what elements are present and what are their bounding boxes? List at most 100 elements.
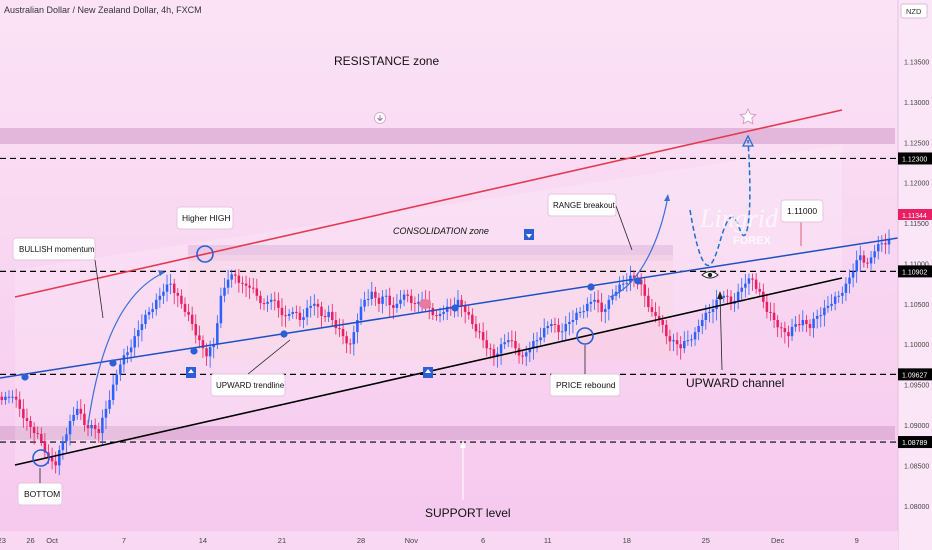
resistance-band — [0, 128, 895, 144]
candle-down — [323, 315, 327, 318]
candle-up — [830, 303, 833, 306]
candle-up — [223, 287, 226, 296]
candle-down — [32, 427, 36, 434]
candle-down — [262, 303, 266, 305]
channel-upper-line[interactable] — [14, 109, 843, 298]
candle-up — [790, 326, 794, 337]
candle-up — [621, 283, 625, 285]
price-tick-label: 1.12500 — [904, 140, 929, 147]
range-breakout-label: RANGE breakout — [553, 201, 616, 210]
candle-up — [4, 396, 7, 400]
candle-up — [302, 317, 305, 320]
candle-up — [144, 314, 147, 325]
candle-up — [618, 284, 621, 292]
candle-up — [697, 326, 700, 333]
chart-title: Australian Dollar / New Zealand Dollar, … — [4, 5, 202, 15]
currency-badge — [900, 3, 928, 19]
candle-up — [208, 347, 212, 357]
candle-up — [445, 306, 449, 312]
candle-down — [280, 307, 284, 316]
candle-down — [205, 348, 208, 357]
higher-high-callout[interactable]: Higher HIGH — [176, 206, 234, 230]
candle-up — [507, 340, 510, 343]
price-tick-label: 1.08000 — [904, 504, 929, 511]
candle-up — [578, 311, 582, 313]
candle-up — [90, 425, 93, 429]
candle-up — [169, 283, 172, 285]
candle-up — [11, 396, 14, 398]
candle-up — [72, 414, 75, 421]
upward-trendline[interactable] — [0, 237, 899, 379]
channel-pointer — [719, 292, 723, 371]
upward-trendline-callout[interactable]: UPWARD trendline — [210, 373, 286, 397]
candle-down — [776, 320, 779, 328]
bullish-momentum-callout[interactable]: BULLISH momentum — [12, 237, 96, 261]
candle-up — [550, 324, 553, 327]
candle-down — [244, 283, 248, 286]
upward-trendline-label: UPWARD trendline — [216, 381, 285, 390]
candle-up — [327, 311, 330, 318]
target-price-callout[interactable]: 1.11000 — [780, 199, 824, 223]
level-tag — [898, 436, 932, 449]
eye-pupil — [707, 272, 713, 278]
time-tick-label: 25 — [702, 536, 710, 545]
price-tick-label: 1.10500 — [904, 302, 929, 309]
candle-down — [751, 278, 754, 280]
candle-down — [50, 457, 54, 462]
current-price-label: 1.11344 — [902, 213, 927, 220]
candle-down — [762, 291, 765, 302]
time-tick-label: 21 — [278, 536, 286, 545]
candle-down — [54, 461, 57, 466]
candle-up — [524, 352, 528, 357]
candle-up — [844, 283, 848, 293]
time-tick-label: 14 — [199, 536, 207, 545]
candle-down — [374, 291, 377, 298]
price-rebound-callout[interactable]: PRICE rebound — [549, 373, 621, 397]
candle-up — [564, 324, 567, 332]
candle-down — [295, 311, 298, 313]
candle-up — [672, 340, 675, 342]
candle-up — [499, 344, 503, 354]
candle-up — [690, 339, 693, 341]
candle-up — [876, 244, 880, 252]
higher-high-marker — [196, 245, 214, 263]
candle-up — [851, 271, 855, 278]
candle-up — [546, 326, 550, 329]
price-tick-label: 1.10000 — [904, 342, 929, 349]
candle-up — [855, 260, 858, 272]
candle-up — [313, 303, 316, 306]
candle-down — [679, 344, 682, 349]
candle-up — [108, 399, 111, 409]
candle-up — [395, 303, 399, 308]
candle-up — [693, 332, 697, 340]
candle-down — [284, 315, 287, 317]
candle-up — [399, 299, 402, 304]
candle-down — [241, 282, 244, 284]
time-tick-label: 7 — [122, 536, 126, 545]
currency-label: NZD — [906, 7, 922, 16]
candle-down — [866, 262, 869, 264]
candle-up — [589, 301, 593, 304]
time-axis[interactable] — [0, 531, 898, 550]
candle-up — [686, 340, 690, 342]
candle-up — [582, 311, 585, 313]
candle-up — [119, 364, 122, 375]
candle-up — [352, 332, 356, 345]
candle-down — [298, 312, 302, 320]
candle-down — [805, 320, 808, 325]
candle-up — [496, 353, 499, 357]
candle-up — [568, 322, 571, 325]
range-breakout-callout[interactable]: RANGE breakout — [547, 193, 617, 217]
candle-up — [226, 279, 230, 288]
candle-up — [715, 299, 718, 310]
candle-down — [675, 340, 679, 345]
candle-down — [665, 324, 668, 337]
candle-up — [417, 301, 420, 304]
price-tick-label: 1.09500 — [904, 383, 929, 390]
bottom-callout[interactable]: BOTTOM — [17, 482, 63, 506]
candle-up — [65, 434, 68, 442]
candle-down — [410, 295, 413, 304]
time-tick-label: 6 — [481, 536, 485, 545]
price-rebound-label: PRICE rebound — [556, 380, 616, 390]
